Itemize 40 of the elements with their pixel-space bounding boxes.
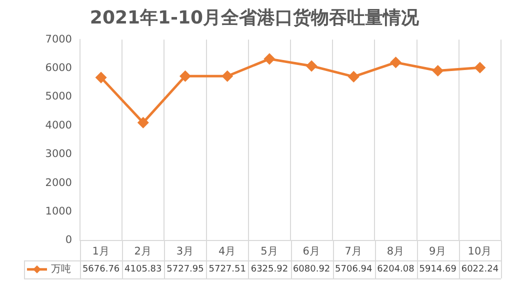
y-tick-label: 2000 (45, 176, 72, 189)
x-tick-label: 8月 (386, 245, 405, 258)
point (138, 117, 148, 128)
point (180, 70, 190, 82)
y-tick-label: 4000 (45, 119, 72, 132)
point (390, 57, 401, 68)
y-tick-label: 0 (65, 234, 72, 246)
point (432, 65, 444, 76)
point (96, 72, 106, 83)
point (306, 60, 317, 72)
legend-label: 万吨 (51, 262, 71, 275)
chart-title: 2021年1-10月全省港口货物吞吐量情况 (90, 7, 420, 28)
data-label: 6080.92 (292, 264, 330, 275)
point (264, 54, 275, 64)
y-tick-label: 5000 (45, 90, 72, 103)
data-label: 5676.76 (82, 264, 120, 275)
data-label: 5727.51 (208, 264, 246, 275)
point (222, 70, 233, 82)
x-tick-label: 3月 (176, 245, 194, 258)
x-tick-label: 7月 (344, 245, 362, 258)
data-label: 6325.92 (250, 264, 288, 275)
x-tick-label: 2月 (134, 245, 152, 258)
x-tick-label: 5月 (260, 245, 278, 258)
y-tick-label: 7000 (45, 33, 72, 46)
data-label: 4105.83 (124, 264, 162, 275)
y-tick-label: 3000 (45, 148, 72, 160)
x-tick-label: 4月 (218, 245, 236, 258)
x-tick-label: 9月 (429, 245, 447, 258)
point (474, 62, 486, 73)
x-tick-label: 6月 (302, 245, 320, 258)
x-tick-label: 1月 (92, 245, 110, 258)
data-label: 5706.94 (335, 264, 373, 275)
x-tick-label: 10月 (468, 245, 492, 258)
y-tick-label: 6000 (45, 62, 72, 74)
data-label: 5914.69 (419, 264, 457, 275)
y-tick-label: 1000 (45, 205, 72, 218)
point (348, 71, 359, 82)
data-label: 6204.08 (377, 264, 415, 275)
data-label: 5727.95 (166, 264, 204, 275)
data-label: 6022.24 (461, 264, 499, 275)
